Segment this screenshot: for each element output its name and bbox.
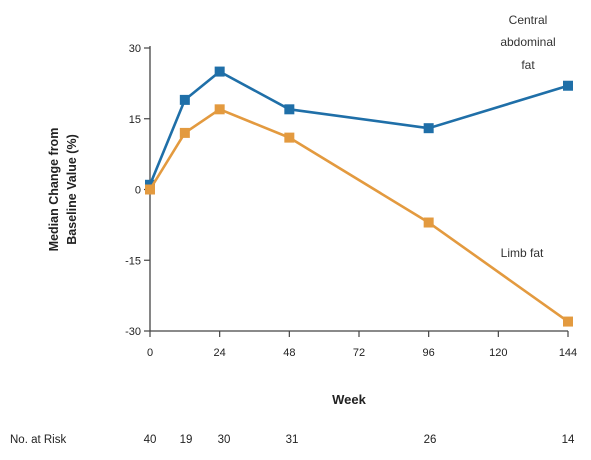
- at-risk-value: 19: [180, 434, 193, 446]
- y-tick-label: 30: [129, 43, 141, 55]
- data-point: [563, 80, 573, 91]
- x-tick-label: 24: [214, 347, 226, 359]
- y-tick-label: 0: [135, 185, 141, 197]
- x-tick-label: 0: [147, 347, 153, 359]
- y-tick-label: -15: [125, 255, 141, 267]
- x-tick-label: 72: [353, 347, 365, 359]
- data-point: [284, 104, 295, 115]
- y-tick-label: -30: [125, 326, 141, 338]
- data-point: [179, 127, 190, 138]
- at-risk-value: 40: [144, 434, 157, 446]
- y-axis-title-line: Baseline Value (%): [65, 134, 79, 244]
- at-risk-value: 31: [286, 434, 299, 446]
- data-point: [423, 123, 434, 134]
- data-point: [145, 184, 155, 195]
- data-point: [179, 94, 190, 105]
- at-risk-label: No. at Risk: [10, 434, 66, 446]
- at-risk-value: 26: [424, 434, 437, 446]
- at-risk-value: 30: [218, 434, 231, 446]
- x-tick-label: 120: [489, 347, 507, 359]
- x-tick-label: 96: [423, 347, 435, 359]
- y-axis-title-line: Median Change from: [47, 128, 61, 252]
- series-label-central-abdominal-fat: abdominal: [500, 35, 555, 49]
- series-label-central-abdominal-fat: fat: [521, 58, 535, 72]
- x-axis-title: Week: [332, 392, 366, 407]
- data-point: [563, 316, 573, 327]
- x-tick-label: 144: [559, 347, 577, 359]
- x-tick-label: 48: [283, 347, 295, 359]
- data-point: [423, 217, 434, 228]
- series-line: [148, 70, 569, 186]
- data-point: [214, 66, 225, 77]
- series-line: [148, 108, 569, 323]
- at-risk-value: 14: [562, 434, 575, 446]
- data-point: [214, 104, 225, 115]
- data-point: [284, 132, 295, 143]
- y-tick-label: 15: [129, 114, 141, 126]
- series-label-limb-fat: Limb fat: [501, 246, 544, 260]
- series-label-central-abdominal-fat: Central: [509, 13, 548, 27]
